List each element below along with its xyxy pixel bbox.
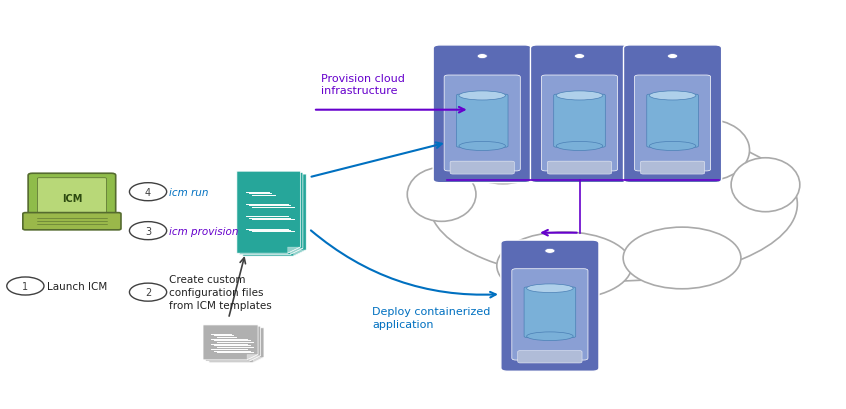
Ellipse shape <box>526 284 574 293</box>
FancyBboxPatch shape <box>518 351 582 363</box>
Text: 3: 3 <box>145 226 151 236</box>
Polygon shape <box>294 250 306 256</box>
Polygon shape <box>288 247 300 254</box>
Polygon shape <box>243 175 306 256</box>
Polygon shape <box>247 355 258 360</box>
Circle shape <box>545 249 555 254</box>
Ellipse shape <box>731 158 799 212</box>
FancyBboxPatch shape <box>512 269 588 360</box>
Polygon shape <box>206 326 261 361</box>
Ellipse shape <box>557 142 602 151</box>
Polygon shape <box>209 328 264 363</box>
Polygon shape <box>239 173 303 255</box>
Circle shape <box>129 222 167 240</box>
Ellipse shape <box>650 142 695 151</box>
Circle shape <box>667 54 678 59</box>
FancyBboxPatch shape <box>634 76 711 171</box>
Text: Provision cloud
infrastructure: Provision cloud infrastructure <box>321 74 405 96</box>
Ellipse shape <box>550 95 652 168</box>
Ellipse shape <box>497 232 632 300</box>
Circle shape <box>477 54 487 59</box>
Ellipse shape <box>459 142 505 151</box>
Ellipse shape <box>429 128 797 281</box>
Text: icm provision: icm provision <box>169 226 239 236</box>
FancyBboxPatch shape <box>456 95 508 148</box>
FancyBboxPatch shape <box>433 46 531 183</box>
FancyBboxPatch shape <box>524 287 576 337</box>
Text: icm run: icm run <box>169 187 209 197</box>
Circle shape <box>129 283 167 301</box>
Text: 1: 1 <box>22 281 29 291</box>
Circle shape <box>574 54 585 59</box>
Text: ICM: ICM <box>62 193 82 203</box>
FancyBboxPatch shape <box>547 162 612 175</box>
Ellipse shape <box>407 168 476 222</box>
FancyBboxPatch shape <box>530 46 629 183</box>
Polygon shape <box>237 172 300 254</box>
FancyBboxPatch shape <box>541 76 618 171</box>
FancyBboxPatch shape <box>640 162 705 175</box>
FancyBboxPatch shape <box>647 95 699 148</box>
Polygon shape <box>203 325 258 360</box>
Polygon shape <box>253 357 264 363</box>
Text: 4: 4 <box>145 187 151 197</box>
Polygon shape <box>290 249 303 255</box>
Circle shape <box>129 183 167 201</box>
Ellipse shape <box>557 92 602 101</box>
FancyBboxPatch shape <box>450 162 514 175</box>
Text: Launch ICM: Launch ICM <box>47 281 107 291</box>
Polygon shape <box>250 356 261 361</box>
Ellipse shape <box>624 227 741 289</box>
FancyBboxPatch shape <box>501 240 599 371</box>
FancyBboxPatch shape <box>444 76 520 171</box>
Text: 2: 2 <box>145 288 151 297</box>
Ellipse shape <box>456 117 550 184</box>
Ellipse shape <box>526 332 574 341</box>
FancyBboxPatch shape <box>37 178 107 218</box>
Circle shape <box>7 277 44 295</box>
Ellipse shape <box>459 92 505 101</box>
Text: Deploy containerized
application: Deploy containerized application <box>372 307 491 329</box>
FancyBboxPatch shape <box>553 95 606 148</box>
Text: Create custom
configuration files
from ICM templates: Create custom configuration files from I… <box>169 274 272 310</box>
FancyBboxPatch shape <box>624 46 722 183</box>
Ellipse shape <box>650 92 695 101</box>
FancyBboxPatch shape <box>28 174 116 223</box>
FancyBboxPatch shape <box>23 213 121 230</box>
Ellipse shape <box>663 120 750 182</box>
